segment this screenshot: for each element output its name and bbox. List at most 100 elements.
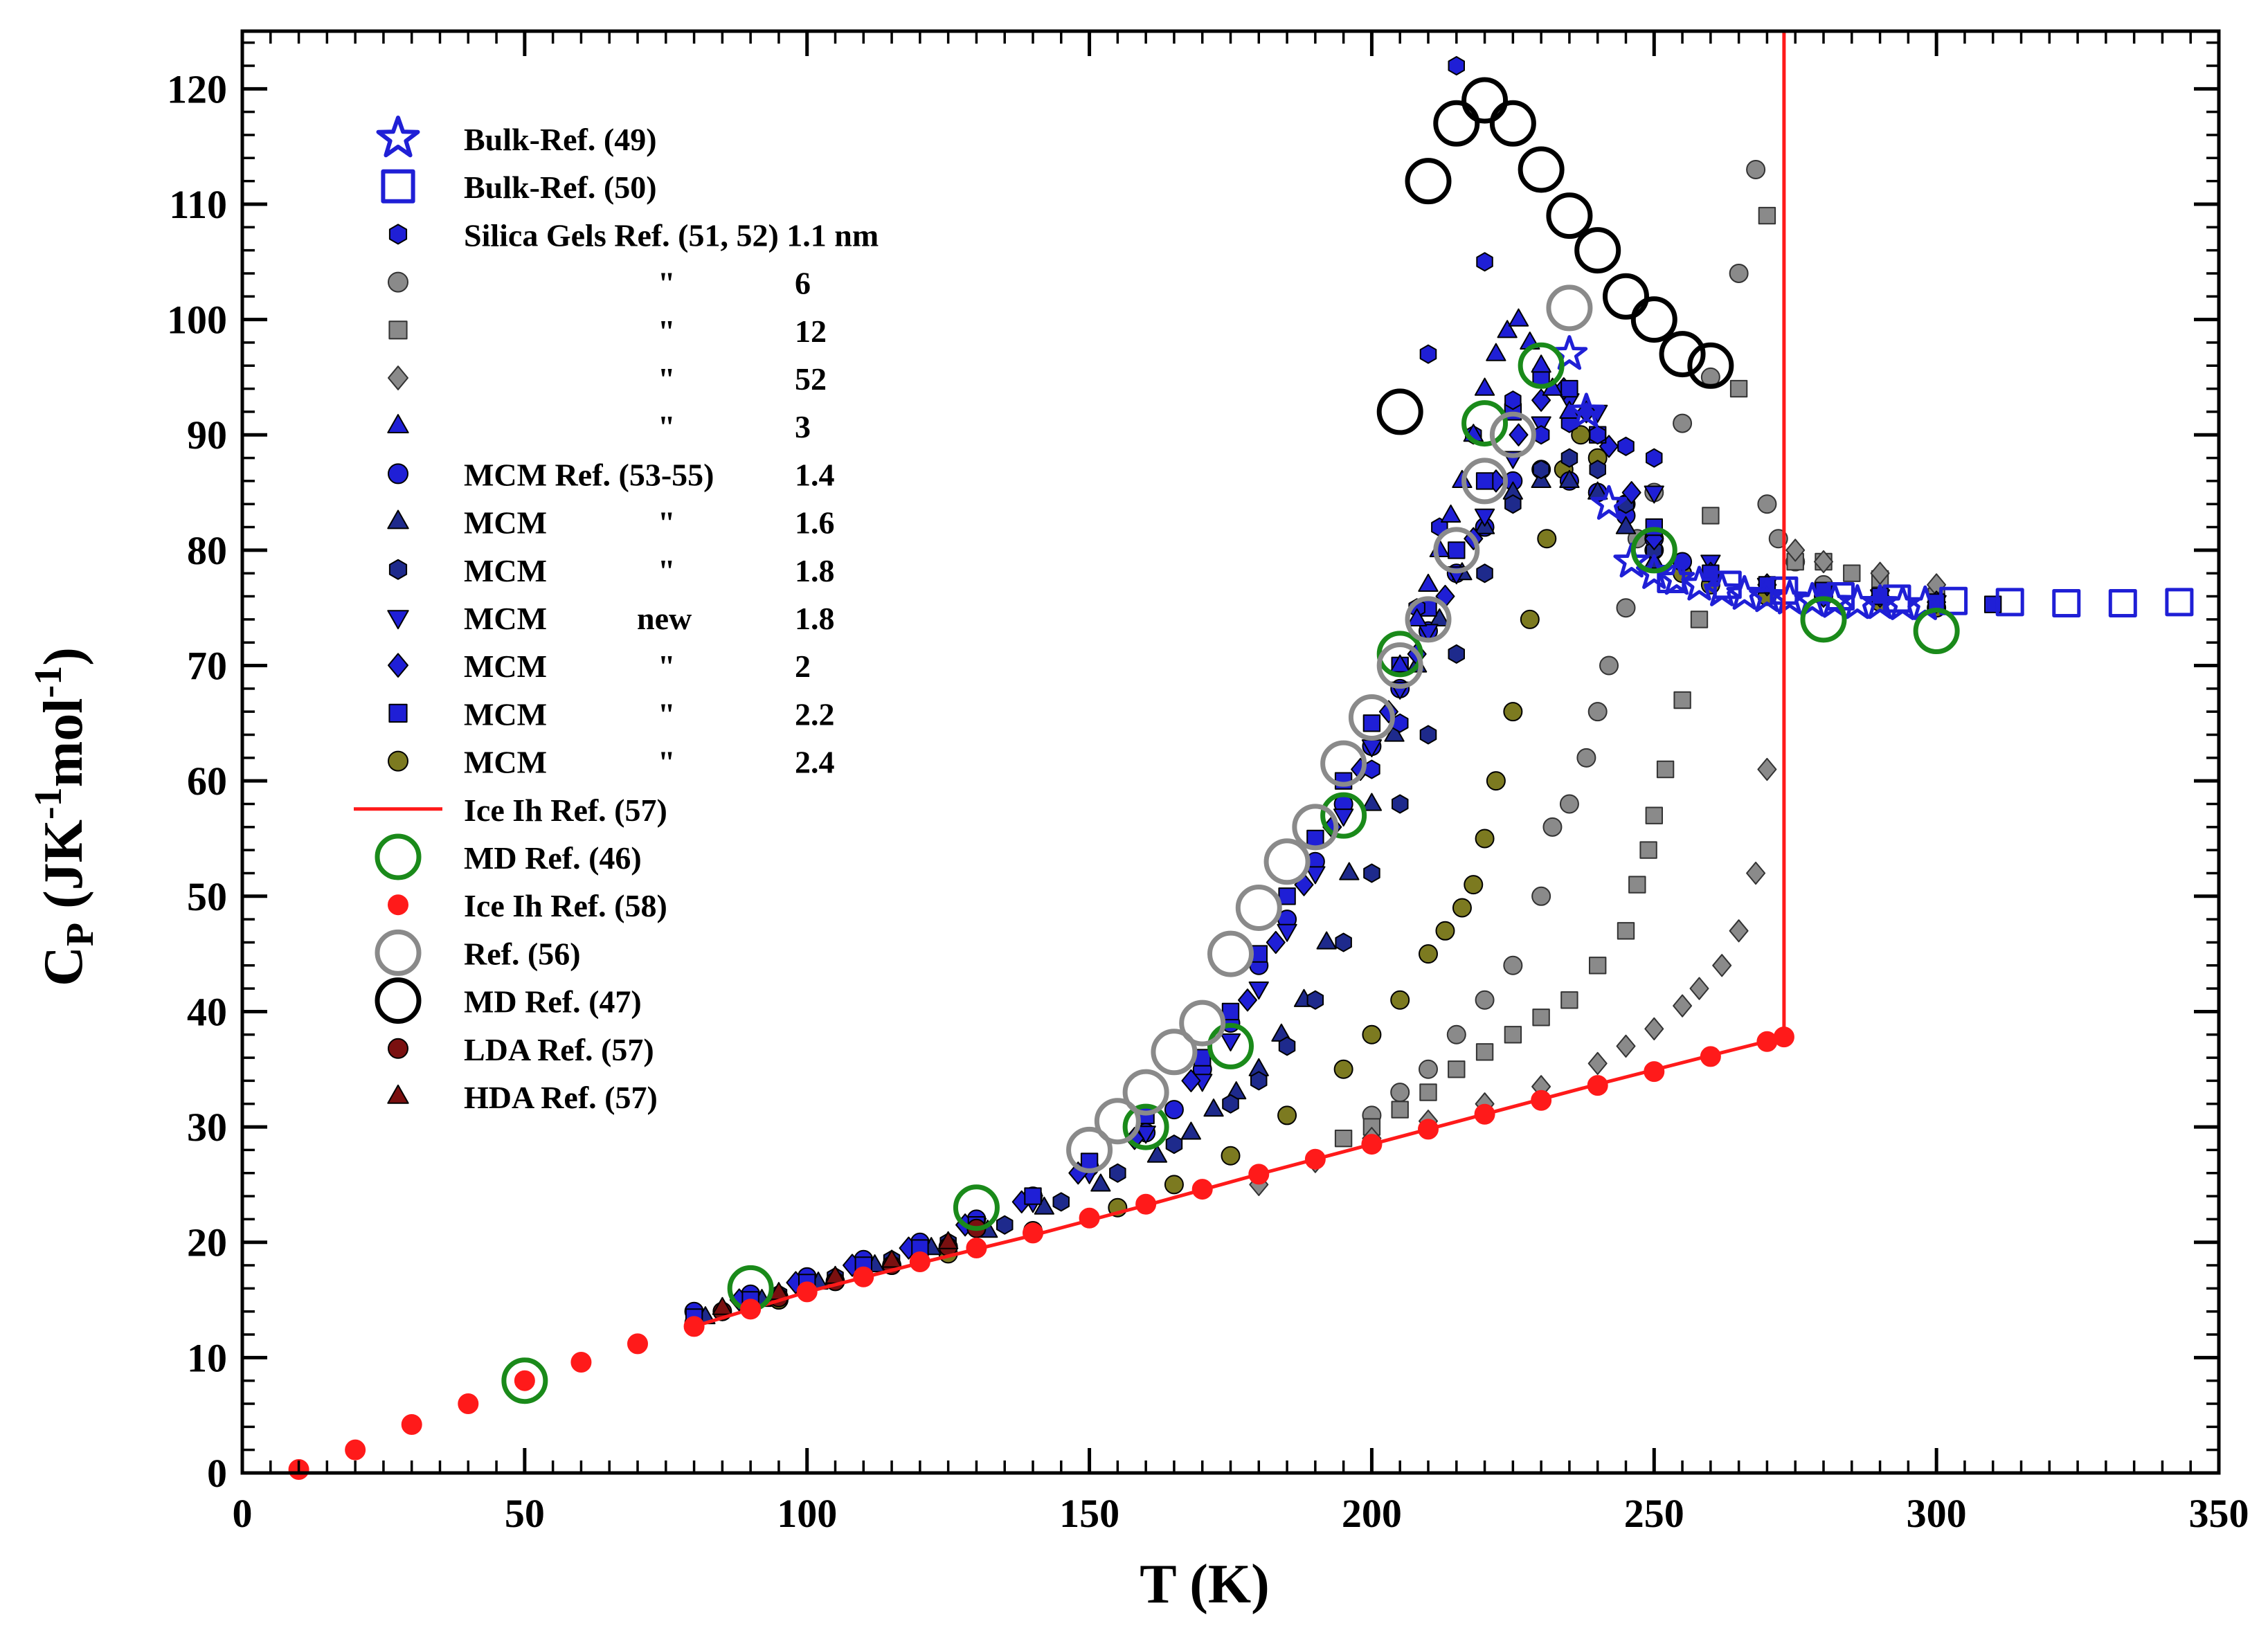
data-point: [1418, 624, 1439, 642]
data-point: [1587, 702, 1608, 722]
legend: Bulk-Ref. (49) Bulk-Ref. (50) Silica Gels …: [354, 116, 879, 1115]
legend-label: Ice Ih Ref. (58): [464, 888, 667, 923]
data-point: [881, 1249, 902, 1268]
y-tick-label: 30: [187, 1105, 227, 1150]
data-point: [1882, 584, 1911, 613]
data-point: [1995, 588, 2024, 617]
legend-label: MD Ref. (47): [464, 984, 642, 1020]
data-point: [1361, 1134, 1383, 1155]
data-point: [1304, 1148, 1326, 1170]
legend-label: 2: [795, 649, 811, 684]
data-point: [1476, 563, 1493, 584]
data-point: [1339, 862, 1360, 880]
data-point: [1180, 1121, 1201, 1140]
legend-label: 3: [795, 409, 811, 444]
data-point: [1024, 1187, 1042, 1205]
data-point: [1446, 1024, 1466, 1044]
y-axis-label: CP (JK-1mol-1): [27, 647, 102, 986]
legend-entry: MD Ref. (47): [375, 977, 642, 1024]
legend-marker: [388, 224, 408, 245]
data-point: [1870, 561, 1890, 585]
data-point: [1589, 460, 1606, 480]
data-point: [1435, 921, 1455, 941]
legend-marker: [381, 169, 415, 204]
data-point: [1729, 919, 1749, 943]
data-point: [1448, 1060, 1466, 1078]
data-point: [1644, 1061, 1665, 1083]
y-tick-label: 0: [207, 1451, 227, 1496]
legend-marker: [388, 463, 408, 485]
data-point: [1429, 608, 1450, 626]
data-point: [1773, 1026, 1794, 1048]
legend-label: LDA Ref. (57): [464, 1032, 654, 1067]
data-point: [401, 1414, 422, 1436]
legend-label: 6: [795, 266, 811, 301]
data-point: [1238, 988, 1257, 1012]
data-point: [1384, 723, 1405, 742]
legend-marker: [387, 610, 409, 630]
data-point: [1713, 570, 1742, 599]
data-point: [1348, 694, 1395, 741]
data-point: [1617, 922, 1635, 940]
data-point: [1486, 771, 1506, 791]
series-mcm-2-4: [684, 425, 1947, 1333]
data-point: [1316, 931, 1337, 950]
data-point: [1560, 379, 1578, 398]
data-point: [1574, 227, 1621, 274]
legend-marker: [375, 833, 422, 880]
data-point: [1333, 1059, 1353, 1079]
data-point: [1532, 1009, 1550, 1026]
data-point: [458, 1393, 479, 1415]
data-point: [1181, 1069, 1201, 1092]
data-point: [1690, 610, 1709, 628]
data-point: [570, 1352, 592, 1373]
legend-entry: MCM " 2.2: [388, 696, 835, 732]
data-point: [2108, 589, 2137, 617]
data-point: [1277, 923, 1297, 942]
data-point: [1700, 1046, 1721, 1067]
data-point: [1207, 930, 1254, 977]
data-point: [1939, 586, 1968, 615]
legend-label: ": [658, 505, 676, 541]
data-point: [1504, 1026, 1522, 1044]
data-point: [1576, 748, 1596, 768]
legend-entry: MCM " 2: [388, 649, 811, 684]
legend-marker: [375, 929, 422, 976]
legend-label: Bulk-Ref. (49): [464, 122, 657, 157]
data-point: [1151, 1029, 1198, 1076]
legend-marker: [388, 365, 408, 390]
data-point: [1542, 817, 1563, 837]
series-silica-gels-12: [1334, 206, 1945, 1148]
data-point: [1589, 425, 1606, 445]
legend-entry: MD Ref. (46): [375, 833, 642, 880]
data-point: [1122, 1103, 1169, 1150]
data-point: [1587, 1051, 1608, 1075]
legend-label: MCM: [464, 696, 547, 732]
legend-entry: Ice Ih Ref. (57): [354, 793, 667, 828]
legend-entry: LDA Ref. (57): [388, 1032, 654, 1067]
data-point: [2165, 588, 2194, 617]
data-point: [1504, 390, 1522, 410]
data-point: [1475, 990, 1495, 1010]
data-point: [1441, 504, 1461, 523]
data-point: [1474, 377, 1495, 396]
data-point: [1405, 596, 1452, 643]
legend-label: 12: [795, 314, 827, 349]
legend-entry: MCM new 1.8: [387, 601, 835, 636]
data-point: [966, 1238, 987, 1259]
x-tick-label: 250: [1624, 1491, 1684, 1536]
data-point: [1363, 863, 1380, 883]
data-point: [1235, 884, 1282, 931]
data-point: [1419, 725, 1437, 745]
data-point: [1770, 576, 1799, 605]
y-tick-label: 20: [187, 1220, 227, 1265]
y-tick-label: 110: [169, 182, 227, 227]
data-point: [1292, 804, 1339, 851]
data-point: [1362, 714, 1381, 732]
legend-label: MCM: [464, 745, 547, 780]
axes: T (K) CP (JK-1mol-1) 0 50 100 150 200 250 300 3…: [27, 29, 2249, 1615]
data-point: [1135, 1193, 1157, 1215]
legend-label: MCM: [464, 553, 547, 588]
legend-label: ": [658, 649, 676, 684]
